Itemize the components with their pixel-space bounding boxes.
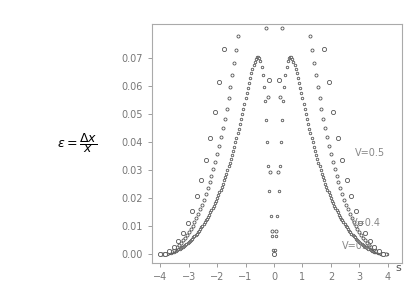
Text: V=0.5: V=0.5 — [355, 148, 385, 158]
Text: s: s — [396, 263, 402, 273]
Text: V=0.4: V=0.4 — [352, 218, 382, 229]
Text: V=0.3: V=0.3 — [342, 241, 372, 251]
Y-axis label: $\varepsilon = \dfrac{\Delta x}{x}$: $\varepsilon = \dfrac{\Delta x}{x}$ — [57, 132, 97, 155]
